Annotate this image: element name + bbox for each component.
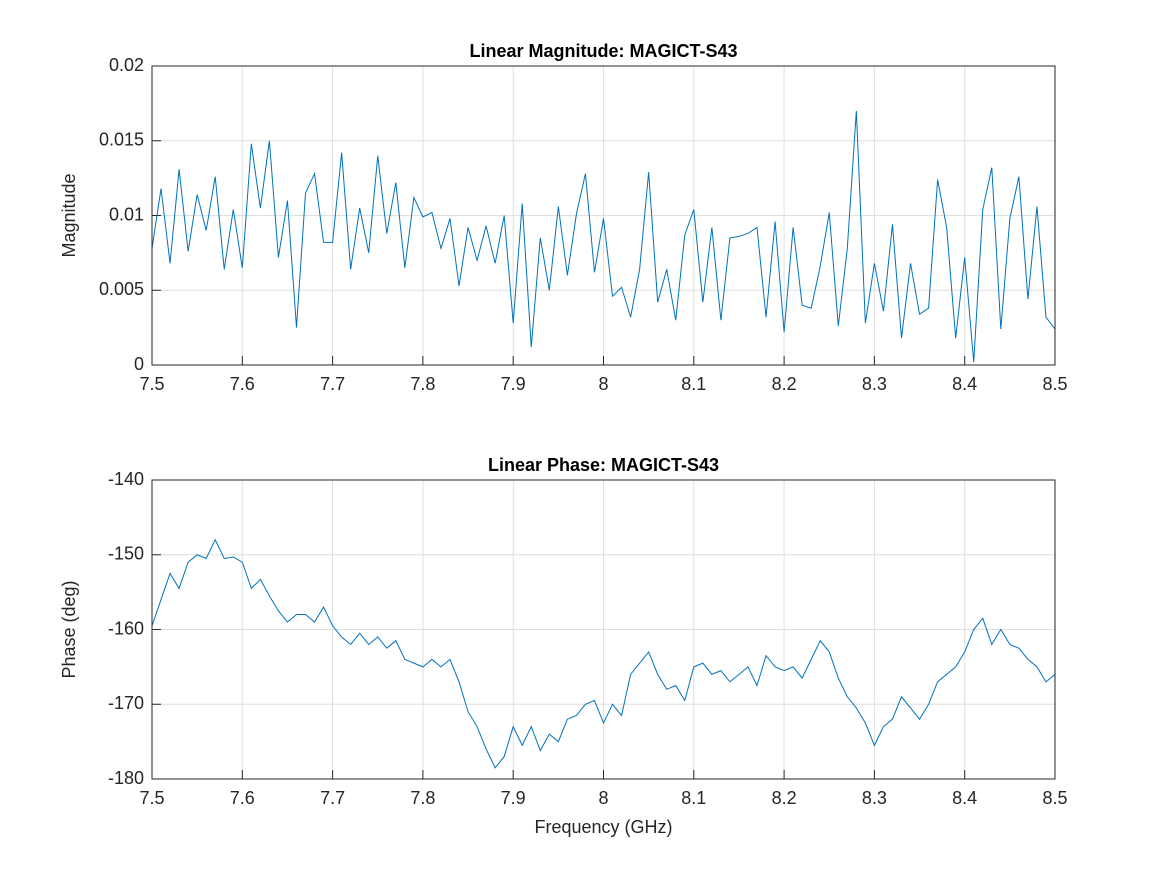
axes-box [151,479,1056,780]
x-tick-label: 8.1 [681,788,706,808]
x-tick-label: 8.5 [1042,788,1067,808]
y-tick-label: 0.005 [99,279,144,299]
x-tick-label: 7.5 [139,788,164,808]
x-tick-label: 7.9 [501,374,526,394]
x-tick-label: 7.8 [410,374,435,394]
y-tick-label: 0.015 [99,130,144,150]
data-line [151,110,1056,363]
x-axis-label: Frequency (GHz) [534,817,672,837]
x-tick-label: 7.7 [320,788,345,808]
y-tick-label: 0.01 [109,204,144,224]
x-tick-label: 7.8 [410,788,435,808]
data-line [151,538,1056,769]
y-tick-label: -170 [108,693,144,713]
y-tick-label: -140 [108,469,144,489]
x-tick-label: 8.1 [681,374,706,394]
y-tick-label: -180 [108,768,144,788]
x-tick-label: 8 [598,788,608,808]
chart-title: Linear Phase: MAGICT-S43 [488,455,719,475]
x-tick-label: 8.5 [1042,374,1067,394]
axes-box [151,65,1056,366]
x-tick-label: 8.4 [952,788,977,808]
chart-title: Linear Magnitude: MAGICT-S43 [469,41,737,61]
y-tick-label: 0.02 [109,55,144,75]
y-tick-label: -150 [108,544,144,564]
x-tick-label: 8.3 [862,374,887,394]
x-tick-label: 8.4 [952,374,977,394]
x-tick-label: 7.6 [230,788,255,808]
x-tick-label: 8.2 [772,374,797,394]
x-tick-label: 8 [598,374,608,394]
y-tick-label: 0 [134,354,144,374]
x-tick-label: 7.7 [320,374,345,394]
x-tick-label: 8.2 [772,788,797,808]
x-tick-label: 7.9 [501,788,526,808]
x-tick-label: 8.3 [862,788,887,808]
y-tick-label: -160 [108,618,144,638]
x-tick-label: 7.5 [139,374,164,394]
y-axis-label: Magnitude [59,173,79,257]
y-axis-label: Phase (deg) [59,580,79,678]
x-tick-label: 7.6 [230,374,255,394]
